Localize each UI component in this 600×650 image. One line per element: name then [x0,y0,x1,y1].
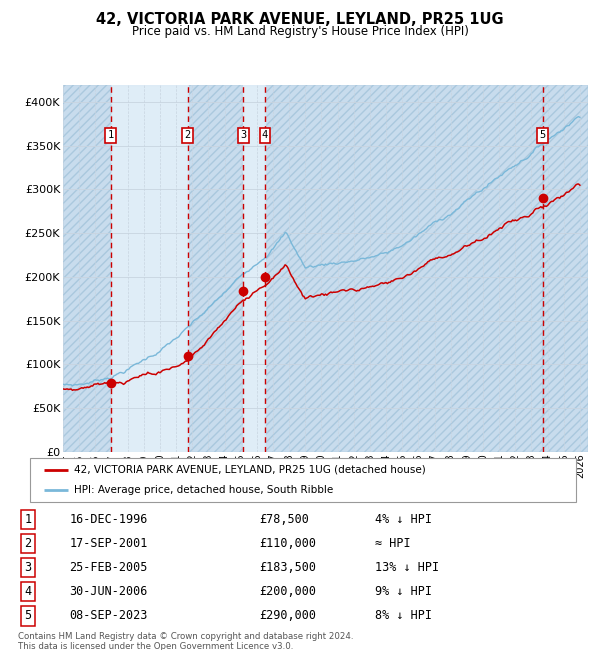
Bar [542,84,588,452]
Text: 2: 2 [25,537,32,550]
Bar [265,84,542,452]
Text: 5: 5 [25,609,32,622]
Text: 16-DEC-1996: 16-DEC-1996 [70,513,148,526]
Text: 4: 4 [262,130,268,140]
Text: 42, VICTORIA PARK AVENUE, LEYLAND, PR25 1UG (detached house): 42, VICTORIA PARK AVENUE, LEYLAND, PR25 … [74,465,425,474]
Text: 1: 1 [107,130,114,140]
Text: £200,000: £200,000 [260,585,317,598]
Text: HPI: Average price, detached house, South Ribble: HPI: Average price, detached house, Sout… [74,485,333,495]
Bar [111,84,188,452]
Text: 13% ↓ HPI: 13% ↓ HPI [375,561,439,574]
Text: 4% ↓ HPI: 4% ↓ HPI [375,513,432,526]
Bar [243,84,265,452]
Text: 17-SEP-2001: 17-SEP-2001 [70,537,148,550]
Text: £78,500: £78,500 [260,513,310,526]
Text: Contains HM Land Registry data © Crown copyright and database right 2024.
This d: Contains HM Land Registry data © Crown c… [18,632,353,650]
FancyBboxPatch shape [30,458,576,502]
Text: 1: 1 [25,513,32,526]
Text: Price paid vs. HM Land Registry's House Price Index (HPI): Price paid vs. HM Land Registry's House … [131,25,469,38]
Text: ≈ HPI: ≈ HPI [375,537,410,550]
Bar [63,84,111,452]
Text: £110,000: £110,000 [260,537,317,550]
Text: 5: 5 [539,130,546,140]
Text: 8% ↓ HPI: 8% ↓ HPI [375,609,432,622]
Text: £183,500: £183,500 [260,561,317,574]
Bar [188,84,243,452]
Text: 42, VICTORIA PARK AVENUE, LEYLAND, PR25 1UG: 42, VICTORIA PARK AVENUE, LEYLAND, PR25 … [96,12,504,27]
Text: 4: 4 [25,585,32,598]
Text: 08-SEP-2023: 08-SEP-2023 [70,609,148,622]
Text: 25-FEB-2005: 25-FEB-2005 [70,561,148,574]
Text: 2: 2 [185,130,191,140]
Text: 3: 3 [240,130,246,140]
Text: 9% ↓ HPI: 9% ↓ HPI [375,585,432,598]
Text: 3: 3 [25,561,32,574]
Text: 30-JUN-2006: 30-JUN-2006 [70,585,148,598]
Text: £290,000: £290,000 [260,609,317,622]
